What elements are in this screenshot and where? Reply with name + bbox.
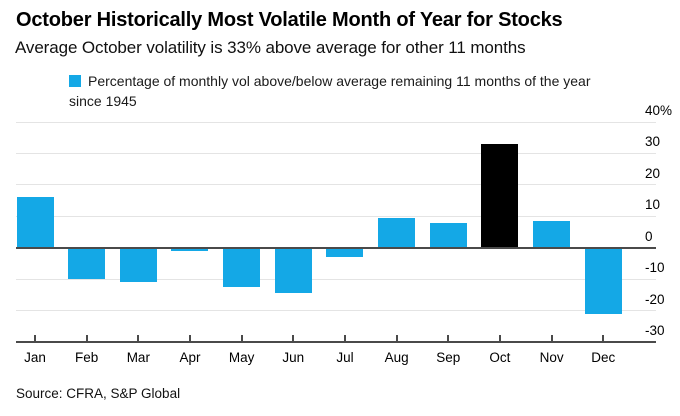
x-axis-label-aug: Aug — [384, 350, 409, 365]
chart-subtitle: Average October volatility is 33% above … — [15, 38, 526, 57]
x-axis-tick-may — [240, 334, 243, 342]
x-axis-label-nov: Nov — [539, 350, 564, 365]
source-text: Source: CFRA, S&P Global — [16, 386, 181, 401]
y-axis-label--20: -20 — [645, 291, 665, 307]
x-axis-tick-jan — [34, 334, 36, 342]
y-axis-label-20: 20 — [645, 165, 661, 181]
x-axis-tick-aug — [395, 334, 398, 342]
y-axis-label--30: -30 — [645, 323, 665, 338]
x-axis-tick-sep — [447, 334, 450, 342]
bar-mar — [119, 247, 157, 283]
y-axis-label--10: -10 — [645, 260, 665, 276]
y-axis-label-0: 0 — [645, 228, 653, 244]
x-axis-line — [16, 340, 656, 343]
bar-sep — [429, 222, 467, 248]
x-axis-tick-nov — [550, 334, 553, 342]
x-axis-label-jan: Jan — [24, 350, 46, 365]
bar-apr — [171, 247, 209, 251]
y-gridline-30 — [16, 152, 656, 154]
y-gridline--20 — [16, 310, 656, 312]
x-axis-label-jul: Jul — [336, 350, 354, 365]
y-axis-label-10: 10 — [645, 197, 661, 213]
y-gridline--10 — [16, 278, 656, 280]
x-axis-tick-feb — [85, 334, 88, 342]
x-axis-label-may: May — [228, 350, 255, 365]
legend-swatch-icon — [69, 75, 81, 87]
x-axis-label-oct: Oct — [489, 350, 511, 365]
x-axis-label-jun: Jun — [282, 350, 305, 365]
x-axis-tick-jun — [292, 334, 295, 342]
zero-baseline — [16, 246, 656, 249]
bar-aug — [378, 218, 416, 248]
y-gridline-10 — [16, 215, 656, 217]
x-axis-tick-dec — [602, 334, 605, 342]
x-axis-label-mar: Mar — [126, 350, 150, 365]
y-gridline-40 — [16, 121, 656, 123]
bar-jun — [274, 247, 312, 293]
legend-label: Percentage of monthly vol above/below av… — [69, 73, 591, 109]
bar-oct — [481, 144, 519, 248]
x-axis-tick-jul — [343, 334, 346, 342]
y-axis-label-30: 30 — [645, 134, 661, 150]
bar-nov — [533, 221, 571, 248]
bar-feb — [68, 247, 106, 280]
y-axis-label-40: 40% — [645, 103, 673, 118]
bar-may — [223, 247, 261, 287]
legend: Percentage of monthly vol above/below av… — [69, 71, 607, 111]
x-axis-label-dec: Dec — [591, 350, 616, 365]
x-axis-label-sep: Sep — [436, 350, 461, 365]
x-axis-tick-apr — [188, 334, 191, 342]
bar-jan — [16, 197, 54, 248]
x-axis-tick-mar — [137, 334, 140, 342]
x-axis-tick-oct — [498, 334, 501, 342]
bar-dec — [584, 247, 622, 315]
x-axis-label-feb: Feb — [75, 350, 99, 365]
bar-jul — [326, 247, 364, 258]
y-gridline-20 — [16, 184, 656, 186]
x-axis-label-apr: Apr — [179, 350, 201, 365]
chart-title: October Historically Most Volatile Month… — [16, 9, 563, 31]
